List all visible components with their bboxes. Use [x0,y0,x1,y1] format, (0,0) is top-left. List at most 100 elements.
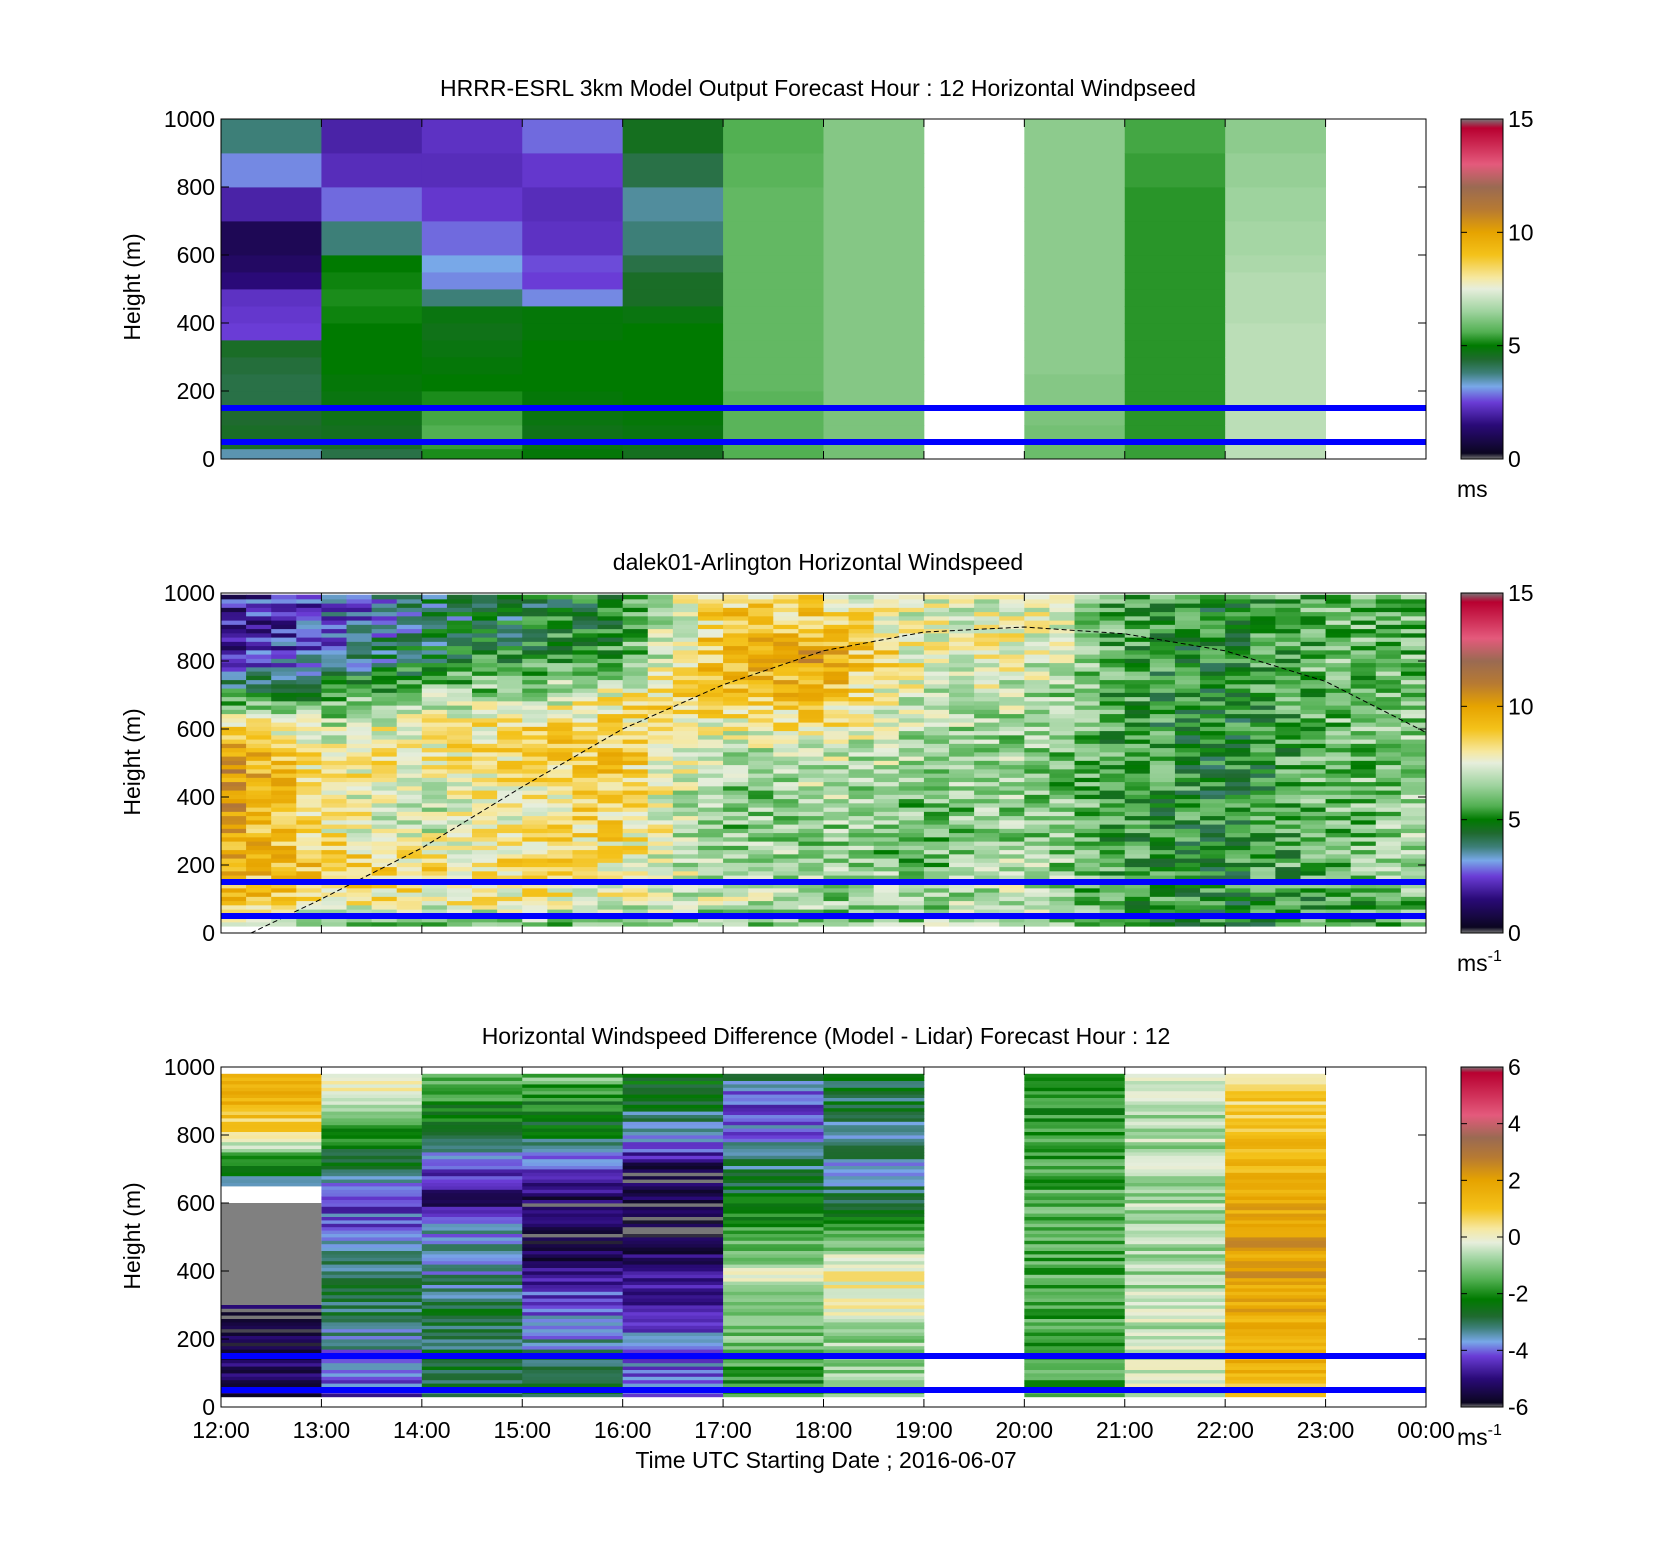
heatmap-cell [1250,760,1276,766]
heatmap-cell [396,726,423,732]
heatmap-cell [321,1271,423,1275]
heatmap-cell [1275,807,1301,812]
heatmap-cell [321,781,347,787]
heatmap-cell [1275,896,1301,902]
heatmap-cell [1375,645,1402,651]
heatmap-cell [974,594,1000,600]
heatmap-cell [923,756,950,761]
heatmap-cell [723,1199,824,1204]
heatmap-cell [321,611,347,617]
heatmap-cell [271,628,297,634]
heatmap-cell [396,692,423,698]
heatmap-cell [1250,836,1276,842]
heatmap-cell [999,909,1025,914]
heatmap-cell [421,607,448,613]
heatmap-cell [723,1291,824,1296]
heatmap-cell [974,917,1000,923]
heatmap-cell [697,832,724,838]
heatmap-cell [697,858,724,863]
heatmap-cell [873,607,900,613]
heatmap-cell [823,1152,925,1156]
heatmap-cell [622,119,724,154]
heatmap-cell [898,892,925,897]
heatmap-cell [798,777,824,783]
heatmap-cell [798,717,824,723]
heatmap-cell [1024,649,1050,655]
heatmap-cell [522,790,548,795]
overlay-curve [250,626,1427,934]
heatmap-cell [1174,841,1201,846]
heatmap-cell [823,1308,925,1313]
heatmap-cell [421,909,448,914]
heatmap-cell [974,692,1000,698]
heatmap-cell [622,892,649,897]
heatmap-cell [798,713,824,719]
heatmap-cell [1174,688,1201,693]
heatmap-cell [823,187,925,222]
heatmap-cell [773,632,799,638]
heatmap-cell [748,722,774,727]
heatmap-cell [221,815,247,821]
heatmap-cell [1400,624,1427,630]
heatmap-cell [1124,1124,1226,1129]
heatmap-cell [1275,832,1301,838]
heatmap-cell [647,773,674,778]
heatmap-cell [1250,632,1276,638]
heatmap-cell [723,641,749,647]
heatmap-cell [446,726,473,732]
heatmap-cell [1074,832,1101,838]
heatmap-cell [1024,807,1050,812]
heatmap-cell [321,1362,423,1367]
heatmap-cell [472,654,498,659]
heatmap-cell [246,866,272,872]
heatmap-cell [1024,921,1050,927]
heatmap-cell [271,722,297,727]
heatmap-cell [1350,836,1377,842]
heatmap-cell [697,781,724,787]
heatmap-cell [421,374,523,392]
heatmap-cell [823,641,849,647]
heatmap-cell [622,1107,724,1112]
heatmap-cell [1174,892,1201,897]
heatmap-cell [1149,798,1176,804]
heatmap-cell [848,747,875,753]
heatmap-cell [597,658,624,664]
heatmap-cell [271,705,297,710]
heatmap-cell [1250,798,1276,804]
heatmap-cell [949,637,975,642]
heatmap-cell [1149,824,1176,829]
heatmap-cell [446,645,473,651]
heatmap-cell [1200,594,1226,600]
heatmap-cell [923,836,950,842]
heatmap-cell [296,802,322,808]
heatmap-cell [923,730,950,736]
heatmap-cell [848,620,875,625]
heatmap-cell [421,722,448,727]
heatmap-cell [246,743,272,749]
heatmap-cell [1250,892,1276,897]
heatmap-cell [497,870,523,876]
heatmap-cell [597,862,624,868]
heatmap-cell [622,1104,724,1109]
heatmap-cell [597,692,624,698]
heatmap-cell [773,802,799,808]
heatmap-cell [296,688,322,693]
heatmap-cell [1099,849,1126,855]
heatmap-cell [1225,1230,1326,1234]
heatmap-cell [1325,760,1352,766]
heatmap-cell [1024,811,1050,817]
heatmap-cell [823,1175,925,1180]
heatmap-cell [622,1206,724,1211]
heatmap-cell [723,734,749,740]
heatmap-cell [1275,722,1301,727]
heatmap-cell [221,828,247,834]
heatmap-cell [1124,408,1226,426]
heatmap-cell [522,1213,624,1217]
heatmap-cell [1225,900,1251,906]
heatmap-cell [1325,713,1352,719]
heatmap-cell [748,790,774,795]
heatmap-cell [622,802,649,808]
heatmap-cell [1300,921,1326,927]
heatmap-cell [798,730,824,736]
heatmap-cell [1074,794,1101,800]
